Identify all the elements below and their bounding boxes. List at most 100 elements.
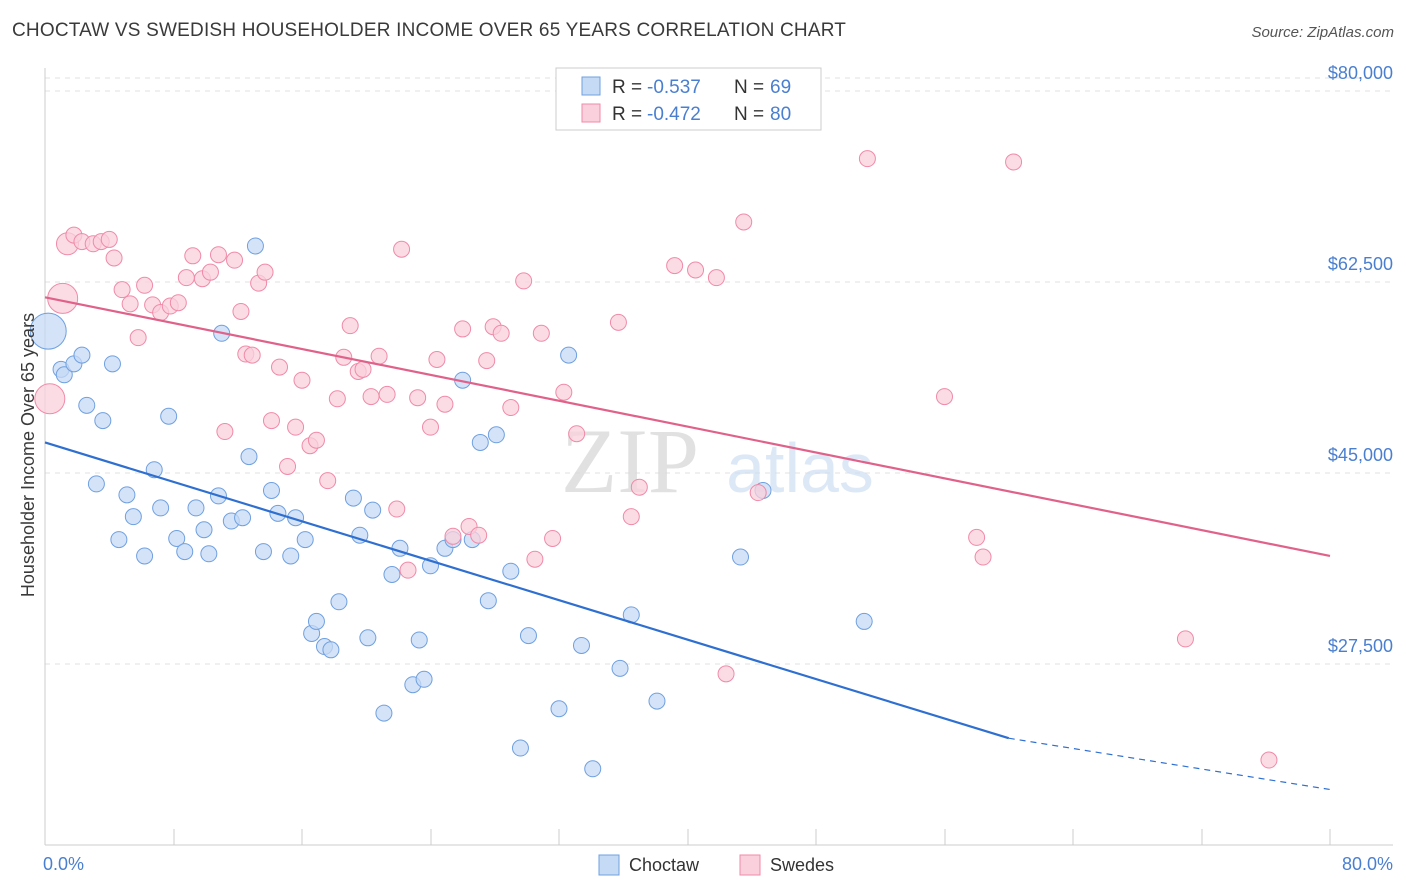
swedes-point — [319, 472, 337, 490]
choctaw-point — [87, 475, 105, 493]
swedes-point — [687, 261, 705, 279]
swedes-point — [717, 665, 735, 683]
swedes-point — [271, 358, 289, 376]
swedes-point — [666, 257, 684, 275]
swedes-point — [428, 350, 446, 368]
legend-n-value-choctaw: 69 — [770, 77, 791, 98]
y-tick-label-2: $62,500 — [1328, 254, 1393, 274]
choctaw-point — [344, 489, 362, 507]
choctaw-point — [78, 396, 96, 414]
swedes-point — [226, 251, 244, 269]
legend-bottom: Choctaw Swedes — [598, 854, 834, 876]
choctaw-point — [648, 692, 666, 710]
choctaw-point — [855, 612, 873, 630]
swedes-point — [354, 360, 372, 378]
legend-n-label-swedes: N = — [734, 104, 764, 125]
choctaw-point — [240, 448, 258, 466]
swedes-point — [1005, 153, 1023, 171]
choctaw-point — [254, 543, 272, 561]
swedes-point — [113, 281, 131, 299]
swedes-point — [478, 352, 496, 370]
swedes-point — [444, 527, 462, 545]
trend-line-swedes — [44, 296, 1331, 558]
swedes-point — [287, 418, 305, 436]
y-tick-label-0: $27,500 — [1328, 636, 1393, 656]
swedes-point — [328, 390, 346, 408]
choctaw-point — [572, 636, 590, 654]
swedes-point — [169, 294, 187, 312]
x-tick-label-min: 0.0% — [43, 854, 84, 874]
swedes-point — [209, 246, 227, 264]
grid-lines — [45, 77, 1393, 665]
choctaw-point — [55, 366, 73, 384]
swedes-point — [968, 528, 986, 546]
choctaw-point — [73, 346, 91, 364]
choctaw-point — [124, 508, 142, 526]
choctaw-point — [110, 531, 128, 549]
chart-title: CHOCTAW VS SWEDISH HOUSEHOLDER INCOME OV… — [12, 20, 847, 41]
choctaw-point — [94, 412, 112, 430]
swedes-point — [184, 247, 202, 265]
choctaw-point — [487, 426, 505, 444]
swedes-point — [399, 561, 417, 579]
swedes-point — [502, 399, 520, 417]
legend-r-value-choctaw: -0.537 — [647, 77, 701, 98]
swedes-point — [515, 272, 533, 290]
swedes-point — [974, 548, 992, 566]
choctaw-point — [383, 566, 401, 584]
legend-swatch-swedes — [581, 103, 601, 123]
swedes-point — [121, 295, 139, 313]
swedes-point — [1176, 630, 1194, 648]
choctaw-point — [511, 739, 529, 757]
legend-bottom-swatch-swedes — [739, 854, 761, 876]
choctaw-point — [262, 481, 280, 499]
choctaw-point — [410, 631, 428, 649]
swedes-point — [100, 230, 118, 248]
choctaw-point — [479, 592, 497, 610]
choctaw-point — [234, 509, 252, 527]
choctaw-point — [176, 543, 194, 561]
swedes-point — [279, 457, 297, 475]
legend-bottom-label-choctaw: Choctaw — [629, 855, 700, 875]
choctaw-point — [136, 547, 154, 565]
choctaw-point — [611, 659, 629, 677]
swedes-point — [293, 371, 311, 389]
choctaw-point — [160, 407, 178, 425]
trend-line-choctaw — [44, 441, 1010, 740]
choctaw-point — [330, 593, 348, 611]
choctaw-point — [307, 612, 325, 630]
choctaw-point — [152, 499, 170, 517]
choctaw-point — [732, 548, 750, 566]
swedes-point — [609, 313, 627, 331]
swedes-point — [216, 423, 234, 441]
swedes-point — [492, 324, 510, 342]
choctaw-point — [560, 346, 578, 364]
swedes-point — [262, 412, 280, 430]
choctaw-point — [246, 237, 264, 255]
swedes-point — [341, 317, 359, 335]
swedes-point — [177, 269, 195, 287]
choctaw-point — [195, 521, 213, 539]
swedes-point — [470, 526, 488, 544]
watermark-atlas: atlas — [726, 429, 874, 507]
choctaw-point — [200, 545, 218, 563]
swedes-point — [388, 500, 406, 518]
series-swedes-points — [34, 150, 1278, 769]
swedes-point — [454, 320, 472, 338]
legend-r-value-swedes: -0.472 — [647, 104, 701, 125]
y-tick-labels: $27,500 $45,000 $62,500 $80,000 — [1328, 63, 1393, 656]
swedes-point — [307, 431, 325, 449]
swedes-point — [735, 213, 753, 231]
choctaw-point — [359, 629, 377, 647]
swedes-point — [526, 550, 544, 568]
choctaw-point — [375, 704, 393, 722]
swedes-point — [436, 395, 454, 413]
choctaw-point — [118, 486, 136, 504]
swedes-point — [532, 324, 550, 342]
legend-r-label-choctaw: R = — [612, 77, 642, 98]
swedes-point — [378, 385, 396, 403]
choctaw-point — [187, 499, 205, 517]
choctaw-point — [502, 562, 520, 580]
trend-line-choctaw-extension — [1008, 737, 1331, 791]
